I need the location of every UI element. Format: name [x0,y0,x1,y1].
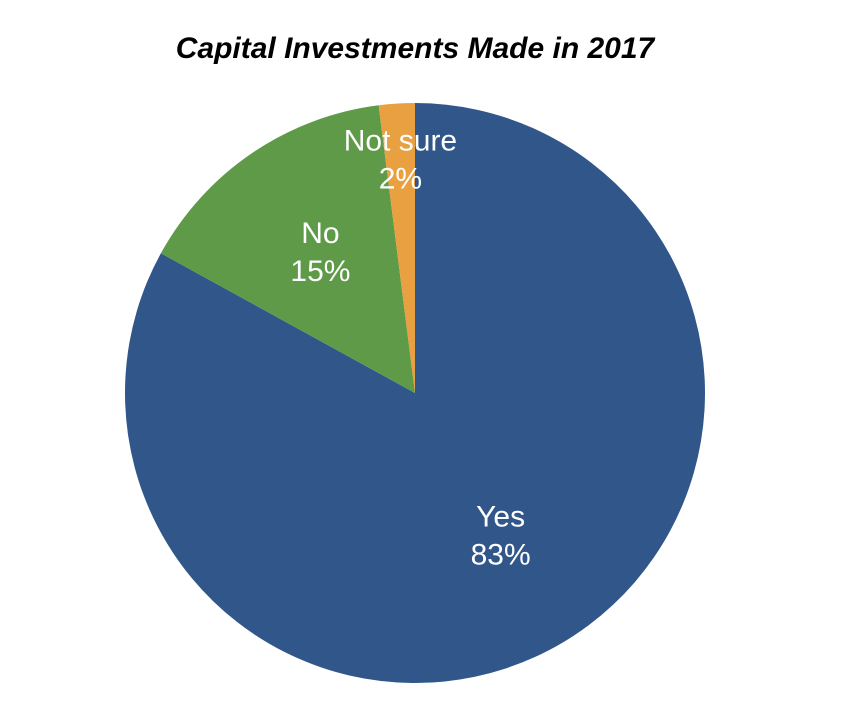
pie-slice [378,103,415,393]
chart-title: Capital Investments Made in 2017 [176,32,656,65]
slice-value-label: 83% [471,539,531,572]
slice-category-label: No [301,217,339,250]
slice-category-label: Not sure [344,124,457,157]
slice-value-label: 15% [290,255,350,288]
slice-category-label: Yes [476,501,525,534]
pie-slice [125,103,705,683]
slice-value-label: 2% [379,162,422,195]
pie-slice [160,105,415,393]
